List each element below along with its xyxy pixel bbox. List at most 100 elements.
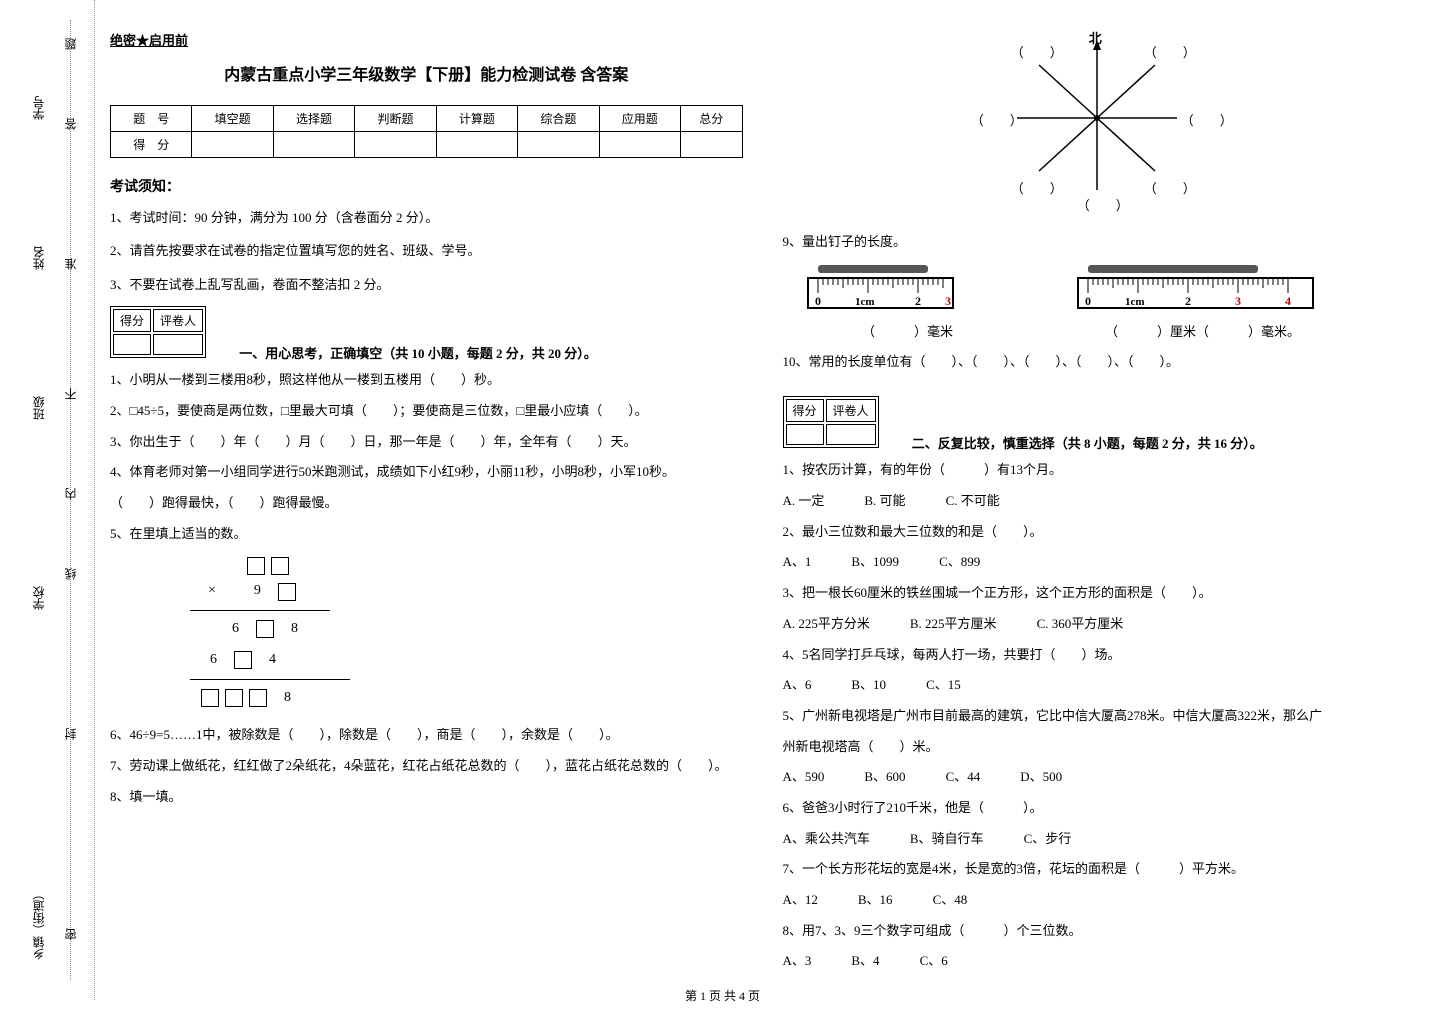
- blank-e: （ ）: [1181, 110, 1233, 129]
- grade-box-2: 得分评卷人: [783, 396, 879, 448]
- notice-item-2: 2、请首先按要求在试卷的指定位置填写您的姓名、班级、学号。: [110, 239, 743, 262]
- paper-title: 内蒙古重点小学三年级数学【下册】能力检测试卷 含答案: [110, 61, 743, 85]
- opt: C、6: [920, 949, 948, 974]
- digit-4: 4: [269, 645, 276, 676]
- part1-header: 得分评卷人 一、用心思考，正确填空（共 10 小题，每题 2 分，共 20 分）…: [110, 306, 743, 362]
- mult-line: [190, 610, 330, 611]
- blank-ne: （ ）: [1144, 42, 1196, 61]
- q5-box: [256, 620, 274, 638]
- digit-8b: 8: [284, 683, 291, 714]
- blank-nw: （ ）: [1011, 42, 1063, 61]
- opt: B、骑自行车: [910, 827, 984, 852]
- p2-q2: 2、最小三位数和最大三位数的和是（ ）。: [783, 520, 1416, 545]
- score-v-3: [355, 132, 436, 158]
- svg-text:1cm: 1cm: [855, 296, 875, 308]
- name-label: 姓名: [30, 246, 47, 270]
- part2-header: 得分评卷人 二、反复比较，慎重选择（共 8 小题，每题 2 分，共 16 分）。: [783, 396, 1416, 452]
- binding-margin: 乡镇（街道） 学校 班级 姓名 学号 密 封 线 内 不 准 答 题: [0, 0, 95, 1000]
- grade-box-c2: 评卷人: [153, 309, 203, 332]
- notice-item-3: 3、不要在试卷上乱写乱画，卷面不整洁扣 2 分。: [110, 273, 743, 296]
- ruler1-caption: （ ）毫米: [803, 321, 1013, 340]
- part1-title: 一、用心思考，正确填空（共 10 小题，每题 2 分，共 20 分）。: [239, 346, 597, 361]
- svg-text:1cm: 1cm: [1125, 296, 1145, 308]
- p2-q4-opts: A、6B、10C、15: [783, 673, 1416, 698]
- opt: A. 一定: [783, 489, 825, 514]
- score-v-6: [599, 132, 680, 158]
- notice-list: 1、考试时间：90 分钟，满分为 100 分（含卷面分 2 分）。 2、请首先按…: [110, 206, 743, 296]
- svg-text:3: 3: [1235, 294, 1241, 308]
- opt: B、4: [851, 949, 879, 974]
- blank-w: （ ）: [971, 110, 1023, 129]
- score-v-7: [680, 132, 742, 158]
- p2-q5-opts: A、590B、600C、44D、500: [783, 765, 1416, 790]
- ruler-1: 0 1cm 2 3 （ ）毫米: [803, 263, 1013, 340]
- left-column: 绝密★启用前 内蒙古重点小学三年级数学【下册】能力检测试卷 含答案 题 号 填空…: [110, 30, 743, 980]
- seal-char-4: 内: [62, 488, 79, 500]
- p1-q6: 6、46÷9=5……1中，被除数是（ ），除数是（ ），商是（ ），余数是（ ）…: [110, 723, 743, 748]
- notice-item-1: 1、考试时间：90 分钟，满分为 100 分（含卷面分 2 分）。: [110, 206, 743, 229]
- class-label: 班级: [30, 396, 47, 420]
- opt: A、6: [783, 673, 812, 698]
- score-hdr-4: 计算题: [436, 106, 517, 132]
- opt: A、3: [783, 949, 812, 974]
- opt: C. 不可能: [946, 489, 1000, 514]
- dotted-seal-line: [70, 20, 71, 980]
- opt: C、899: [939, 550, 980, 575]
- p2-q7-opts: A、12B、16C、48: [783, 888, 1416, 913]
- mult-line: [190, 679, 350, 680]
- seal-char-8: 题: [62, 38, 79, 50]
- seal-char-3: 线: [62, 568, 79, 580]
- q5-box: [249, 689, 267, 707]
- p1-q8: 8、填一填。: [110, 785, 743, 810]
- svg-text:0: 0: [815, 294, 821, 308]
- p2-q6-opts: A、乘公共汽车B、骑自行车C、步行: [783, 827, 1416, 852]
- ruler-2: 0 1cm 2 3 4 （ ）厘米（ ）毫米。: [1073, 263, 1333, 340]
- q5-box: [225, 689, 243, 707]
- digit-6b: 6: [210, 645, 217, 676]
- ruler2-caption: （ ）厘米（ ）毫米。: [1073, 321, 1333, 340]
- digit-9: 9: [254, 576, 261, 607]
- score-hdr-6: 应用题: [599, 106, 680, 132]
- score-v-5: [518, 132, 599, 158]
- opt: D、500: [1020, 765, 1062, 790]
- p2-q6: 6、爸爸3小时行了210千米，他是（ ）。: [783, 796, 1416, 821]
- p1-q4b: （ ）跑得最快，（ ）跑得最慢。: [110, 491, 743, 516]
- q10: 10、常用的长度单位有（ ）、（ ）、（ ）、（ ）、（ ）。: [783, 350, 1416, 375]
- opt: B、10: [851, 673, 886, 698]
- score-table: 题 号 填空题 选择题 判断题 计算题 综合题 应用题 总分 得 分: [110, 105, 743, 158]
- p2-q1: 1、按农历计算，有的年份（ ）有13个月。: [783, 458, 1416, 483]
- grade-box-c1: 得分: [113, 309, 151, 332]
- p1-q2: 2、□45÷5，要使商是两位数，□里最大可填（ ）；要使商是三位数，□里最小应填…: [110, 399, 743, 424]
- blank-sw: （ ）: [1011, 178, 1063, 197]
- score-v-4: [436, 132, 517, 158]
- p1-q5: 5、在里填上适当的数。: [110, 522, 743, 547]
- opt: B、1099: [851, 550, 899, 575]
- p2-q8: 8、用7、3、9三个数字可组成（ ）个三位数。: [783, 919, 1416, 944]
- p1-q4a: 4、体育老师对第一小组同学进行50米跑测试，成绩如下小红9秒，小丽11秒，小明8…: [110, 460, 743, 485]
- p1-q3: 3、你出生于（ ）年（ ）月（ ）日，那一年是（ ）年，全年有（ ）天。: [110, 430, 743, 455]
- part2-questions: 1、按农历计算，有的年份（ ）有13个月。 A. 一定B. 可能C. 不可能 2…: [783, 458, 1416, 974]
- right-column: 北 （ ） （ ） （ ） （ ） （ ） （ ） （ ） 9、量出钉子的长度。: [783, 30, 1416, 980]
- part1-questions: 1、小明从一楼到三楼用8秒，照这样他从一楼到五楼用（ ）秒。 2、□45÷5，要…: [110, 368, 743, 809]
- score-hdr-5: 综合题: [518, 106, 599, 132]
- village-label: 乡镇（街道）: [30, 888, 47, 960]
- score-hdr-1: 填空题: [192, 106, 273, 132]
- q9-block: 9、量出钉子的长度。 0 1cm: [783, 230, 1416, 374]
- p2-q5b: 州新电视塔高（ ）米。: [783, 735, 1416, 760]
- svg-text:4: 4: [1285, 294, 1291, 308]
- opt: A. 225平方分米: [783, 612, 870, 637]
- school-label: 学校: [30, 586, 47, 610]
- q5-multiplication-figure: ×9 68 64 8: [190, 556, 743, 713]
- p2-q3: 3、把一根长60厘米的铁丝围城一个正方形，这个正方形的面积是（ ）。: [783, 581, 1416, 606]
- grade-box-1: 得分评卷人: [110, 306, 206, 358]
- opt: C. 360平方厘米: [1037, 612, 1124, 637]
- compass-figure: 北 （ ） （ ） （ ） （ ） （ ） （ ） （ ）: [969, 30, 1229, 220]
- opt: A、1: [783, 550, 812, 575]
- q5-box: [247, 557, 265, 575]
- digit-6: 6: [232, 614, 239, 645]
- score-v-0: 得 分: [111, 132, 192, 158]
- score-v-1: [192, 132, 273, 158]
- north-label: 北: [1089, 28, 1102, 47]
- p1-q7: 7、劳动课上做纸花，红红做了2朵纸花，4朵蓝花，红花占纸花总数的（ ），蓝花占纸…: [110, 754, 743, 779]
- opt: C、44: [946, 765, 981, 790]
